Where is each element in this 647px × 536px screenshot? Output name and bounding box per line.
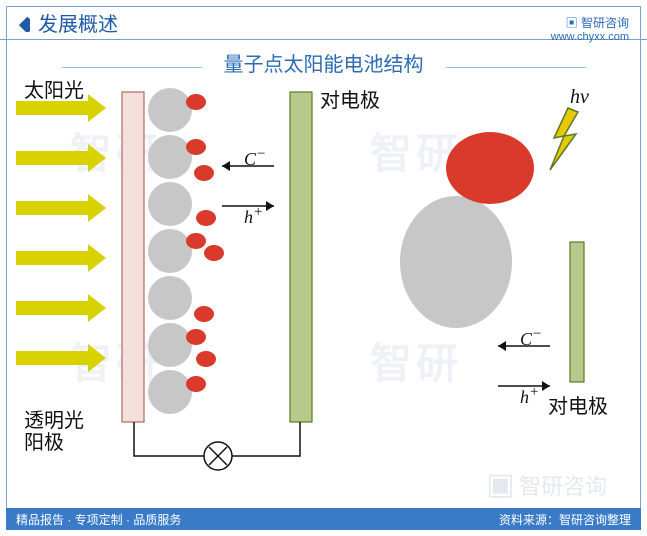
oxide-particle bbox=[148, 88, 192, 132]
oxide-particle bbox=[148, 276, 192, 320]
quantum-dot-small bbox=[186, 329, 206, 345]
counter-electrode-left bbox=[290, 92, 312, 422]
quantum-dot-small bbox=[186, 94, 206, 110]
wire bbox=[134, 422, 204, 456]
quantum-dot-small bbox=[194, 165, 214, 181]
oxide-particle bbox=[148, 323, 192, 367]
footer: 精品报告 · 专项定制 · 品质服务 资料来源：智研咨询整理 bbox=[6, 508, 641, 530]
quantum-dot-small bbox=[186, 139, 206, 155]
diagram-svg bbox=[0, 0, 647, 536]
counter-electrode-right bbox=[570, 242, 584, 382]
lightning-icon bbox=[550, 108, 578, 170]
footer-left: 精品报告 · 专项定制 · 品质服务 bbox=[16, 511, 181, 528]
sun-arrow-icon bbox=[16, 94, 106, 122]
metal-oxide-big bbox=[400, 196, 512, 328]
oxide-particle bbox=[148, 182, 192, 226]
sun-arrow-icon bbox=[16, 294, 106, 322]
quantum-dot-small bbox=[186, 233, 206, 249]
transparent-anode bbox=[122, 92, 144, 422]
quantum-dot-big bbox=[446, 132, 534, 204]
quantum-dot-small bbox=[204, 245, 224, 261]
oxide-particle bbox=[148, 370, 192, 414]
sun-arrow-icon bbox=[16, 344, 106, 372]
sun-arrow-icon bbox=[16, 144, 106, 172]
quantum-dot-small bbox=[186, 376, 206, 392]
sun-arrow-icon bbox=[16, 244, 106, 272]
quantum-dot-small bbox=[196, 210, 216, 226]
oxide-particle bbox=[148, 229, 192, 273]
oxide-particle bbox=[148, 135, 192, 179]
footer-right: 资料来源：智研咨询整理 bbox=[499, 511, 631, 528]
quantum-dot-small bbox=[196, 351, 216, 367]
sun-arrow-icon bbox=[16, 194, 106, 222]
watermark-logo: ▣ 智研咨询 bbox=[486, 467, 607, 502]
wire bbox=[232, 422, 300, 456]
quantum-dot-small bbox=[194, 306, 214, 322]
